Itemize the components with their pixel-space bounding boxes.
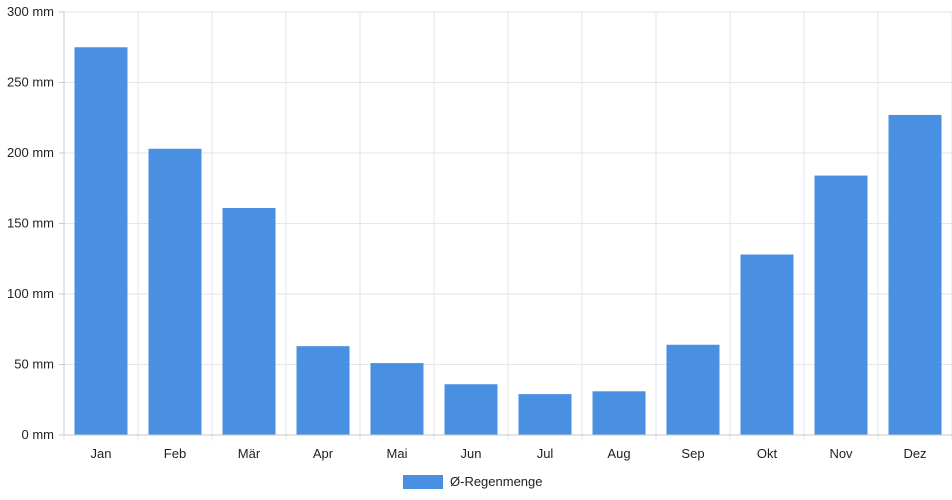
x-tick-label: Jul [537,446,554,461]
y-tick-label: 150 mm [7,216,54,231]
bar-aug[interactable] [592,391,646,435]
x-tick-label: Mai [387,446,408,461]
grid [63,11,952,441]
x-tick-label: Dez [903,446,926,461]
x-tick-label: Okt [757,446,778,461]
bar-jul[interactable] [518,394,572,435]
axes: 0 mm 50 mm 100 mm 150 mm 200 mm 250 mm 300 mm J… [7,4,952,461]
y-tick-label: 50 mm [14,357,54,372]
bars [74,47,942,436]
bar-jun[interactable] [444,384,498,435]
x-tick-label: Feb [164,446,186,461]
bar-mai[interactable] [370,363,424,435]
bar-feb[interactable] [148,148,202,435]
x-tick-label: Apr [313,446,334,461]
bar-sep[interactable] [666,344,720,435]
bar-mär[interactable] [222,207,276,435]
x-tick-label: Jan [91,446,112,461]
legend-label-regenmenge: Ø-Regenmenge [450,474,543,489]
y-tick-label: 0 mm [22,427,55,442]
y-tick-label: 250 mm [7,75,54,90]
bar-jan[interactable] [74,47,128,435]
x-tick-label: Nov [829,446,853,461]
bar-okt[interactable] [740,254,794,435]
bar-nov[interactable] [814,175,868,435]
legend-swatch-regenmenge [403,475,443,489]
y-tick-label: 300 mm [7,4,54,19]
y-tick-label: 200 mm [7,145,54,160]
bar-apr[interactable] [296,346,350,435]
x-tick-label: Sep [681,446,704,461]
legend[interactable]: Ø-Regenmenge [403,474,543,489]
x-tick-label: Jun [461,446,482,461]
x-tick-label: Aug [607,446,630,461]
x-tick-label: Mär [238,446,261,461]
bar-dez[interactable] [888,114,942,436]
y-tick-label: 100 mm [7,286,54,301]
